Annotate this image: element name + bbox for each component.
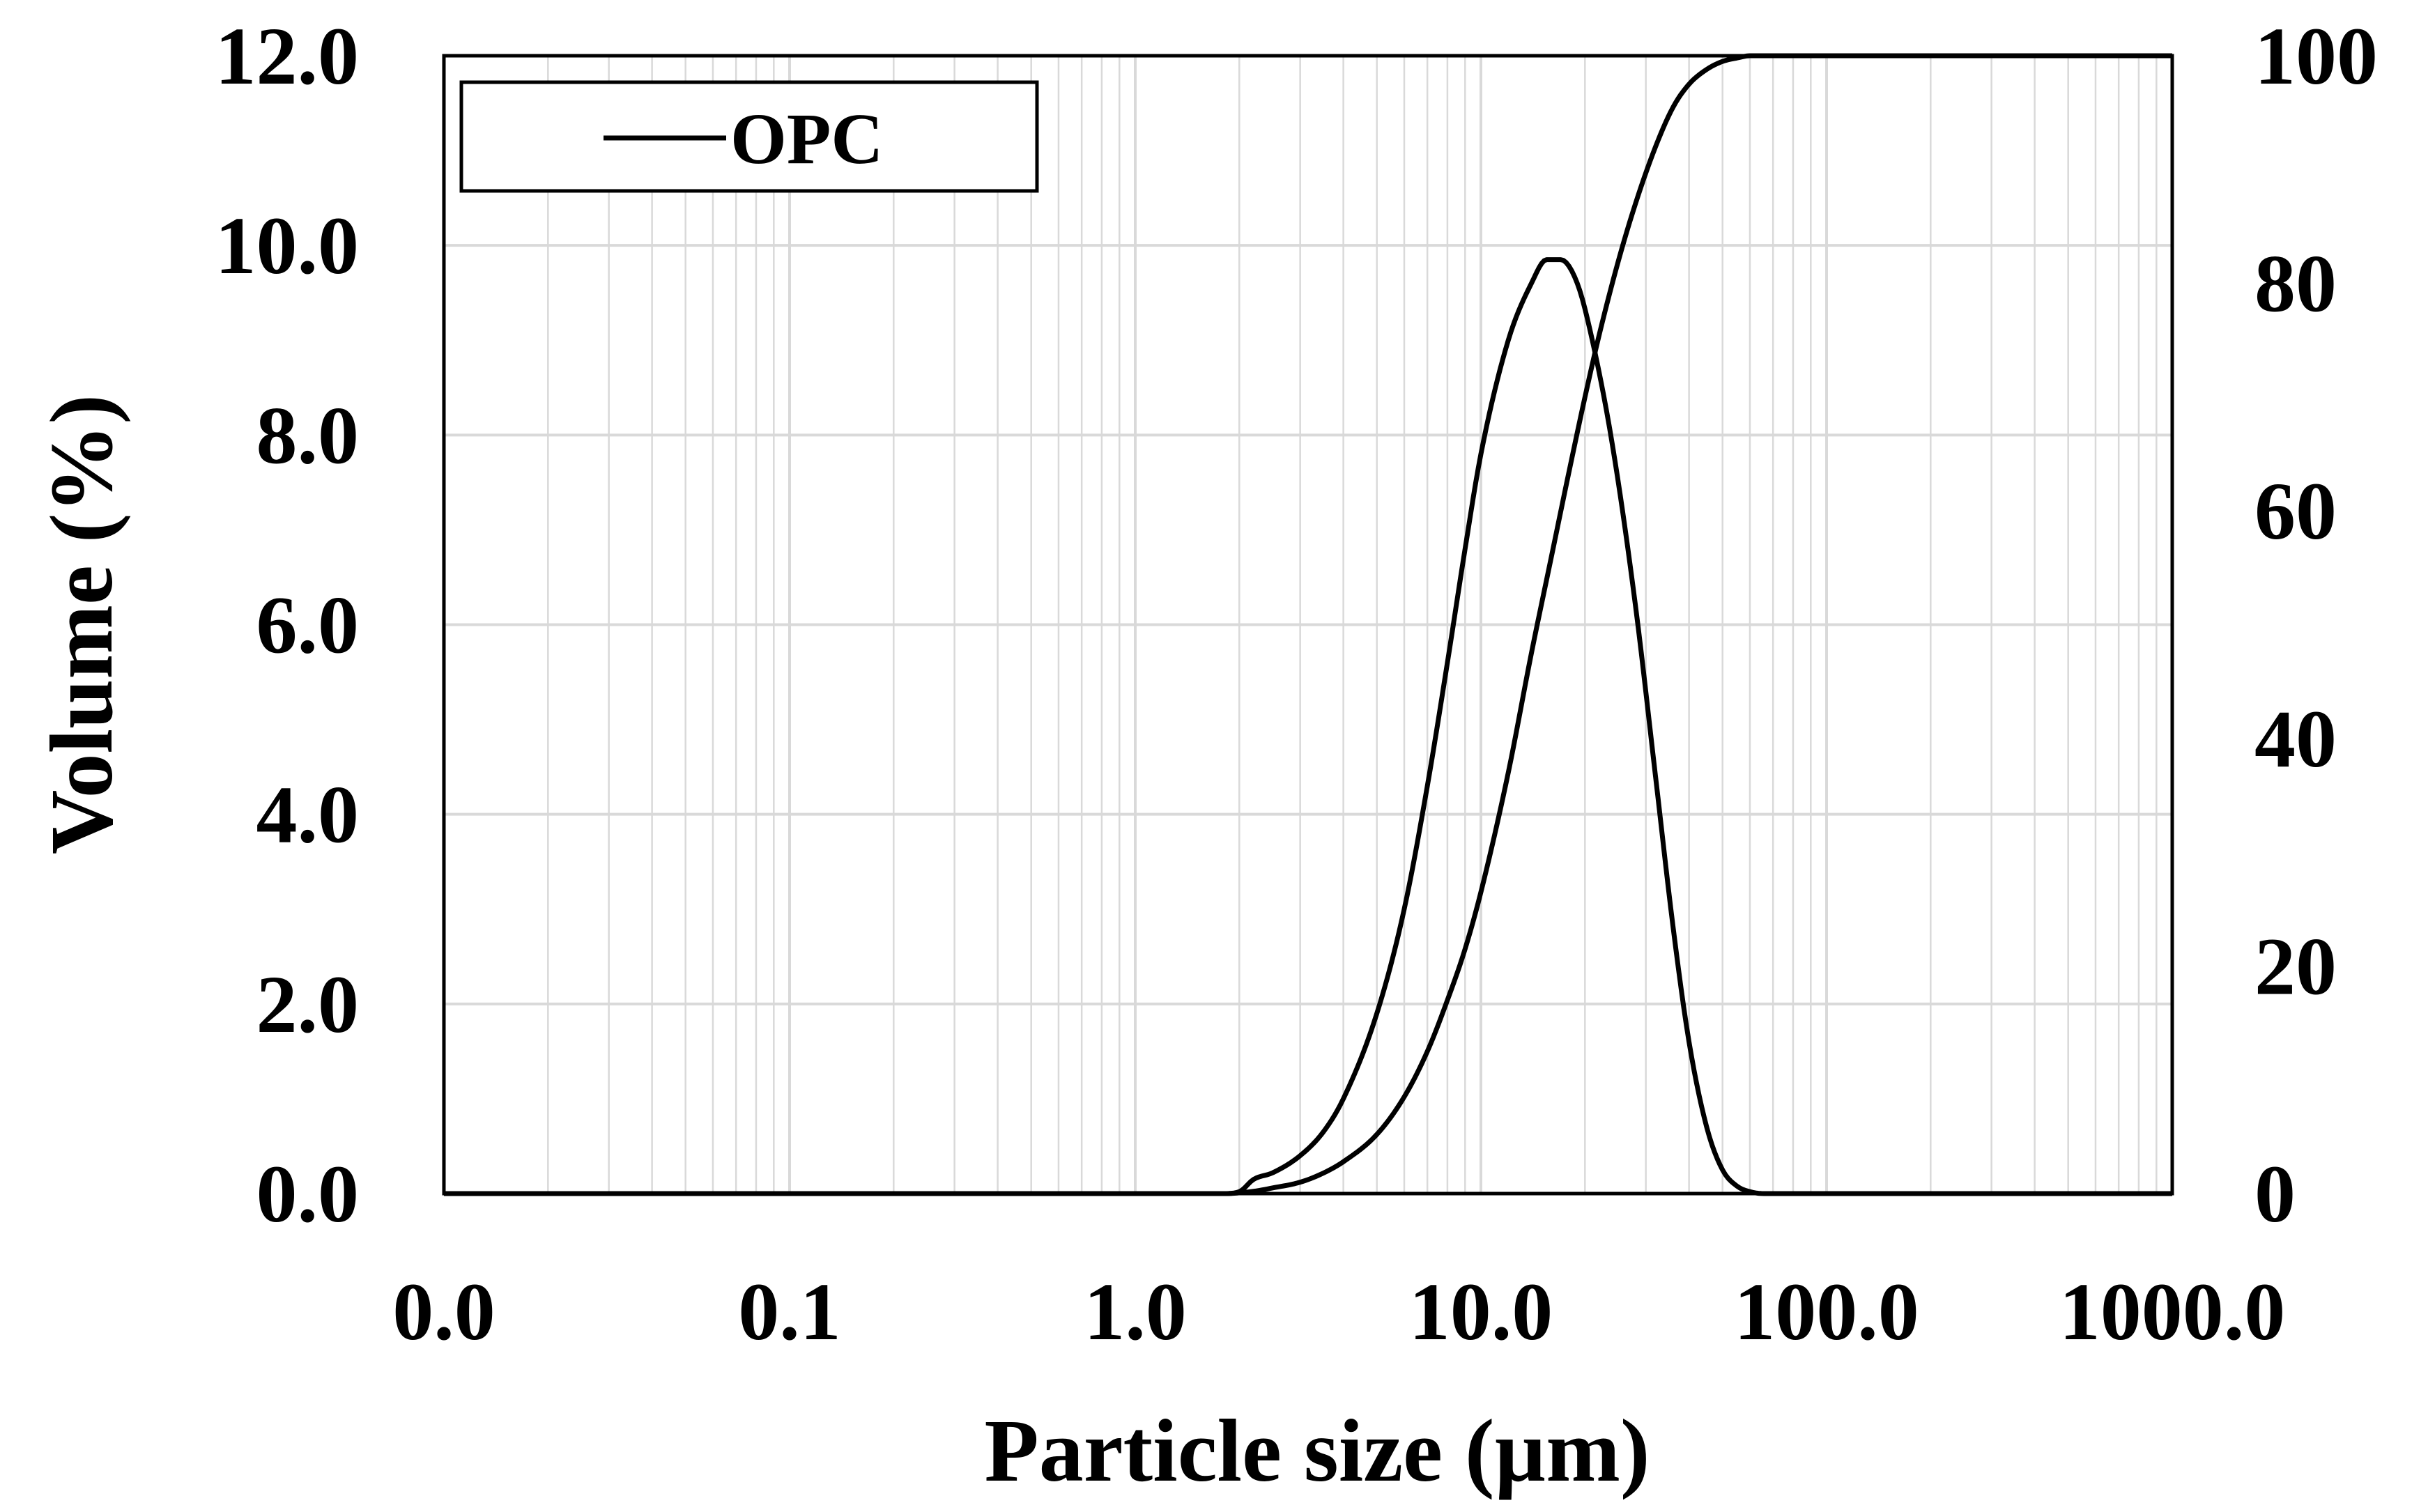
- x-tick-label: 0.1: [738, 1266, 841, 1357]
- y2-tick-label: 100: [2254, 10, 2378, 102]
- grid-lines: [443, 54, 2172, 1195]
- x-tick-label: 10.0: [1409, 1266, 1553, 1357]
- legend-box: [459, 80, 1039, 193]
- y-tick-label: 6.0: [256, 580, 360, 671]
- y-tick-label: 8.0: [256, 389, 360, 481]
- y2-tick-label: 20: [2254, 920, 2337, 1012]
- x-tick-label: 1000.0: [2059, 1266, 2286, 1357]
- y-tick-label: 12.0: [215, 10, 360, 102]
- y2-tick-label: 40: [2254, 693, 2337, 785]
- legend: OPC: [459, 80, 1039, 193]
- y-tick-label: 4.0: [256, 769, 360, 861]
- x-tick-label: 0.0: [392, 1266, 495, 1357]
- left-axis-ticks: 0.0 2.0 4.0 6.0 8.0 10.0 12.0: [215, 10, 360, 1240]
- x-tick-label: 1.0: [1084, 1266, 1187, 1357]
- y-tick-label: 10.0: [215, 200, 360, 291]
- y2-tick-label: 80: [2254, 238, 2337, 330]
- y-tick-label: 2.0: [256, 959, 360, 1050]
- y-axis-title: Volume (%): [32, 394, 131, 854]
- x-axis-ticks: 0.0 0.1 1.0 10.0 100.0 1000.0: [392, 1266, 2285, 1357]
- y2-tick-label: 0: [2254, 1148, 2296, 1240]
- right-axis-ticks: 0 20 40 60 80 100: [2254, 10, 2378, 1240]
- frequency-curve: [444, 257, 2172, 1196]
- legend-label-opc: OPC: [730, 99, 884, 179]
- y-tick-label: 0.0: [256, 1148, 360, 1240]
- x-tick-label: 100.0: [1734, 1266, 1919, 1357]
- plot-area-frame: [442, 54, 2174, 1196]
- x-axis-title: Particle size (µm): [985, 1401, 1650, 1500]
- y2-tick-label: 60: [2254, 465, 2337, 557]
